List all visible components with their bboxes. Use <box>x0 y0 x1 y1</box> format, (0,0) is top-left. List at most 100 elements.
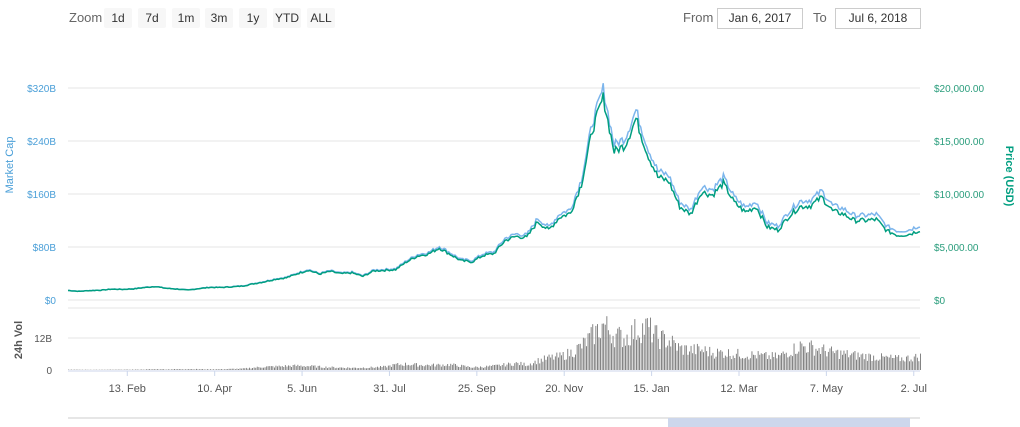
volume-bar <box>703 352 704 370</box>
volume-bar <box>723 357 725 370</box>
volume-bar <box>420 364 422 370</box>
volume-bar <box>792 356 793 370</box>
volume-bar <box>252 368 253 370</box>
x-tick-label: 2. Jul <box>901 383 927 395</box>
volume-bar <box>584 338 586 370</box>
volume-bar <box>160 369 161 370</box>
volume-bar <box>339 367 341 370</box>
volume-bar <box>548 354 550 370</box>
volume-bar <box>211 369 213 370</box>
volume-bar <box>567 348 569 370</box>
volume-bar <box>180 369 182 370</box>
volume-bar <box>269 366 271 370</box>
volume-bar <box>587 333 589 370</box>
volume-bar <box>200 369 202 370</box>
volume-bar <box>175 369 177 370</box>
volume-bar <box>634 319 636 370</box>
left-tick-label: $160B <box>27 190 56 201</box>
volume-bar <box>648 327 650 370</box>
volume-bar <box>740 358 742 370</box>
volume-bar <box>397 363 399 370</box>
volume-bar <box>623 338 625 370</box>
volume-bar <box>646 318 648 370</box>
volume-bar <box>751 351 753 370</box>
volume-bar <box>656 325 658 370</box>
volume-bar <box>284 365 286 370</box>
volume-bar <box>362 367 364 370</box>
volume-bar <box>235 369 236 370</box>
to-date-input[interactable]: Jul 6, 2018 <box>835 8 921 29</box>
volume-bar <box>231 368 233 370</box>
volume-bar <box>704 346 706 370</box>
volume-bar <box>776 358 778 370</box>
volume-bar <box>275 365 277 370</box>
volume-bar <box>565 359 567 370</box>
volume-bar <box>578 344 580 370</box>
volume-bar <box>826 356 828 370</box>
volume-bar <box>403 365 405 370</box>
x-tick-label: 20. Nov <box>545 383 583 395</box>
volume-bar <box>439 364 441 370</box>
volume-bar <box>183 369 185 370</box>
navigator-selection[interactable] <box>668 418 910 427</box>
volume-bar <box>367 368 369 370</box>
volume-bar <box>411 365 413 370</box>
zoom-all-button[interactable]: ALL <box>307 8 335 28</box>
zoom-1m-button[interactable]: 1m <box>172 8 200 28</box>
volume-bar <box>887 356 889 370</box>
volume-bar <box>358 368 360 370</box>
volume-bar <box>687 354 689 370</box>
price-line <box>68 92 921 293</box>
volume-bar <box>334 368 336 370</box>
volume-bar <box>153 369 155 370</box>
volume-bar <box>770 359 772 370</box>
volume-bar <box>701 349 703 370</box>
from-date-input[interactable]: Jan 6, 2017 <box>717 8 803 29</box>
volume-bar <box>425 365 427 370</box>
volume-bar <box>815 348 817 370</box>
volume-bar <box>720 350 722 370</box>
volume-bar <box>865 354 867 370</box>
volume-bar <box>188 369 190 370</box>
zoom-1y-button[interactable]: 1y <box>239 8 267 28</box>
volume-bar <box>514 363 516 370</box>
volume-bar <box>600 338 601 370</box>
volume-bar <box>504 366 506 370</box>
volume-bar <box>331 366 333 370</box>
volume-bar <box>401 365 403 370</box>
volume-bar <box>364 368 366 370</box>
zoom-ytd-button[interactable]: YTD <box>273 8 301 28</box>
volume-bar <box>185 369 186 370</box>
volume-bar <box>306 366 308 370</box>
zoom-3m-button[interactable]: 3m <box>205 8 233 28</box>
volume-bar <box>807 352 809 370</box>
volume-bar <box>556 352 558 370</box>
volume-bar <box>551 354 553 370</box>
volume-bar <box>465 366 467 370</box>
volume-bar <box>345 368 347 370</box>
volume-bar <box>762 354 764 370</box>
zoom-7d-button[interactable]: 7d <box>138 8 166 28</box>
volume-bar <box>715 356 717 370</box>
volume-bar <box>389 365 391 370</box>
volume-bar <box>233 368 235 370</box>
volume-bar <box>654 325 656 370</box>
zoom-1d-button[interactable]: 1d <box>104 8 132 28</box>
volume-bar <box>249 367 250 370</box>
volume-bar <box>678 343 679 370</box>
volume-bar <box>431 364 433 370</box>
volume-bar <box>813 355 815 370</box>
volume-bar <box>603 323 605 370</box>
volume-bar <box>437 363 439 370</box>
volume-bar <box>576 344 578 370</box>
volume-bar <box>503 363 505 370</box>
volume-bar <box>473 367 475 370</box>
volume-bar <box>286 366 288 370</box>
volume-bar <box>152 369 154 370</box>
volume-bar <box>801 343 803 370</box>
volume-bar <box>141 369 143 370</box>
volume-bar <box>859 357 860 370</box>
volume-bar <box>414 363 416 370</box>
